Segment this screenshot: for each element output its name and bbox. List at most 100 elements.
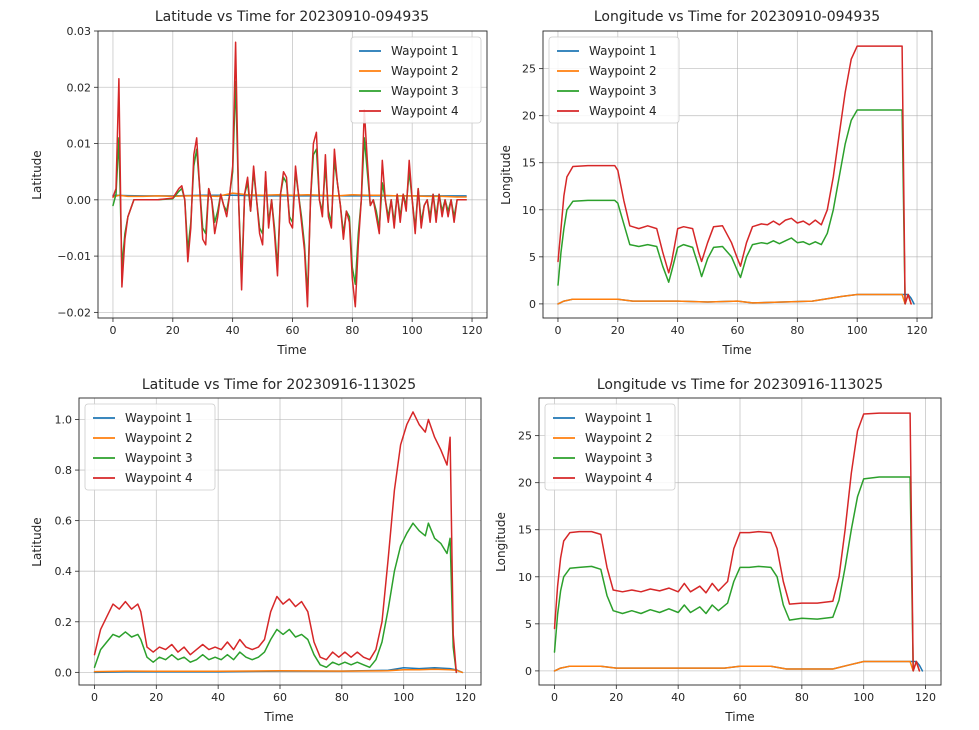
y-tick-label: 0.6 — [55, 515, 73, 528]
series-lines — [112, 41, 467, 308]
x-tick-label: 60 — [273, 691, 287, 704]
x-tick-label: 40 — [671, 691, 685, 704]
y-tick-label: 1.0 — [55, 413, 73, 426]
x-tick-label: 80 — [795, 691, 809, 704]
x-tick-label: 0 — [554, 324, 561, 337]
x-axis-label: Time — [724, 710, 754, 724]
y-tick-label: 20 — [522, 110, 536, 123]
series-line-waypoint-2 — [93, 668, 464, 674]
series-line-waypoint-3 — [557, 109, 906, 305]
legend-box — [350, 36, 482, 124]
x-tick-label: 100 — [393, 691, 414, 704]
legend-label: Waypoint 2 — [585, 431, 653, 445]
x-tick-label: 120 — [462, 324, 483, 337]
series-line-waypoint-4 — [557, 45, 912, 305]
y-tick-label: 5 — [529, 251, 536, 264]
series-lines — [93, 411, 464, 674]
x-tick-label: 0 — [109, 324, 116, 337]
y-axis-label: Longitude — [499, 145, 513, 205]
y-tick-label: 25 — [522, 63, 536, 76]
y-tick-label: 0.0 — [55, 666, 73, 679]
y-tick-label: 0.03 — [67, 25, 92, 38]
legend: Waypoint 1 Waypoint 2 Waypoint 3 Waypoint 4 — [84, 403, 216, 491]
series-line-waypoint-2 — [557, 293, 912, 305]
x-tick-label: 60 — [286, 324, 300, 337]
chart-longitude-20230910: Longitude vs Time for 20230910-094935 Ti… — [499, 9, 933, 357]
x-tick-label: 80 — [335, 691, 349, 704]
series-line-waypoint-4 — [553, 412, 921, 672]
y-tick-label: 0.00 — [67, 194, 92, 207]
legend-label: Waypoint 4 — [125, 471, 193, 485]
x-tick-label: 0 — [91, 691, 98, 704]
chart-title: Latitude vs Time for 20230916-113025 — [142, 377, 416, 393]
legend-label: Waypoint 1 — [391, 44, 459, 58]
x-axis-label: Time — [276, 343, 306, 357]
x-tick-label: 120 — [915, 691, 936, 704]
legend-label: Waypoint 4 — [585, 471, 653, 485]
legend-box — [548, 36, 680, 124]
series-lines — [553, 412, 924, 672]
legend-label: Waypoint 2 — [589, 64, 657, 78]
y-axis-label: Latitude — [30, 150, 44, 199]
legend-label: Waypoint 3 — [589, 84, 657, 98]
legend-box — [84, 403, 216, 491]
y-tick-label: 0.2 — [55, 616, 73, 629]
y-tick-label: 15 — [522, 157, 536, 170]
x-tick-label: 100 — [853, 691, 874, 704]
series-line-waypoint-3 — [553, 476, 914, 672]
legend-label: Waypoint 4 — [589, 104, 657, 118]
x-tick-label: 60 — [731, 324, 745, 337]
x-tick-label: 20 — [609, 691, 623, 704]
legend-label: Waypoint 2 — [391, 64, 459, 78]
series-line-waypoint-3 — [93, 522, 458, 674]
chart-longitude-20230916: Longitude vs Time for 20230916-113025 Ti… — [494, 377, 942, 724]
series-lines — [557, 45, 915, 305]
legend-label: Waypoint 4 — [391, 104, 459, 118]
y-tick-label: −0.01 — [57, 250, 91, 263]
chart-latitude-20230910: Latitude vs Time for 20230910-094935 Tim… — [30, 9, 488, 357]
legend-label: Waypoint 2 — [125, 431, 193, 445]
legend-label: Waypoint 3 — [391, 84, 459, 98]
legend-label: Waypoint 3 — [125, 451, 193, 465]
y-tick-label: 0.8 — [55, 464, 73, 477]
series-line-waypoint-4 — [112, 41, 467, 308]
legend: Waypoint 1 Waypoint 2 Waypoint 3 Waypoint 4 — [350, 36, 482, 124]
legend-box — [544, 403, 676, 491]
legend-label: Waypoint 1 — [125, 411, 193, 425]
series-line-waypoint-2 — [112, 192, 467, 198]
y-tick-label: 15 — [518, 524, 532, 537]
chart-title: Longitude vs Time for 20230910-094935 — [594, 9, 880, 25]
y-axis-label: Latitude — [30, 517, 44, 566]
y-axis-label: Longitude — [494, 512, 508, 572]
grid — [79, 398, 481, 685]
y-tick-label: 0 — [529, 298, 536, 311]
x-tick-label: 60 — [733, 691, 747, 704]
series-line-waypoint-4 — [93, 411, 458, 674]
legend-label: Waypoint 1 — [585, 411, 653, 425]
x-axis-label: Time — [263, 710, 293, 724]
legend-label: Waypoint 3 — [585, 451, 653, 465]
x-axis-label: Time — [721, 343, 751, 357]
y-tick-label: 0.4 — [55, 565, 73, 578]
chart-title: Longitude vs Time for 20230916-113025 — [597, 377, 883, 393]
x-tick-label: 20 — [166, 324, 180, 337]
x-tick-label: 40 — [671, 324, 685, 337]
y-tick-label: 0 — [525, 665, 532, 678]
y-tick-label: 25 — [518, 430, 532, 443]
x-tick-label: 20 — [149, 691, 163, 704]
x-tick-label: 100 — [402, 324, 423, 337]
x-tick-label: 0 — [551, 691, 558, 704]
x-tick-label: 100 — [847, 324, 868, 337]
y-tick-label: 5 — [525, 618, 532, 631]
series-line-waypoint-2 — [553, 660, 921, 672]
legend-label: Waypoint 1 — [589, 44, 657, 58]
y-tick-label: 0.02 — [67, 81, 92, 94]
y-tick-label: 10 — [518, 571, 532, 584]
x-tick-label: 20 — [611, 324, 625, 337]
legend: Waypoint 1 Waypoint 2 Waypoint 3 Waypoint 4 — [544, 403, 676, 491]
x-tick-label: 120 — [455, 691, 476, 704]
x-tick-label: 80 — [790, 324, 804, 337]
y-tick-label: −0.02 — [57, 306, 91, 319]
y-tick-label: 20 — [518, 477, 532, 490]
